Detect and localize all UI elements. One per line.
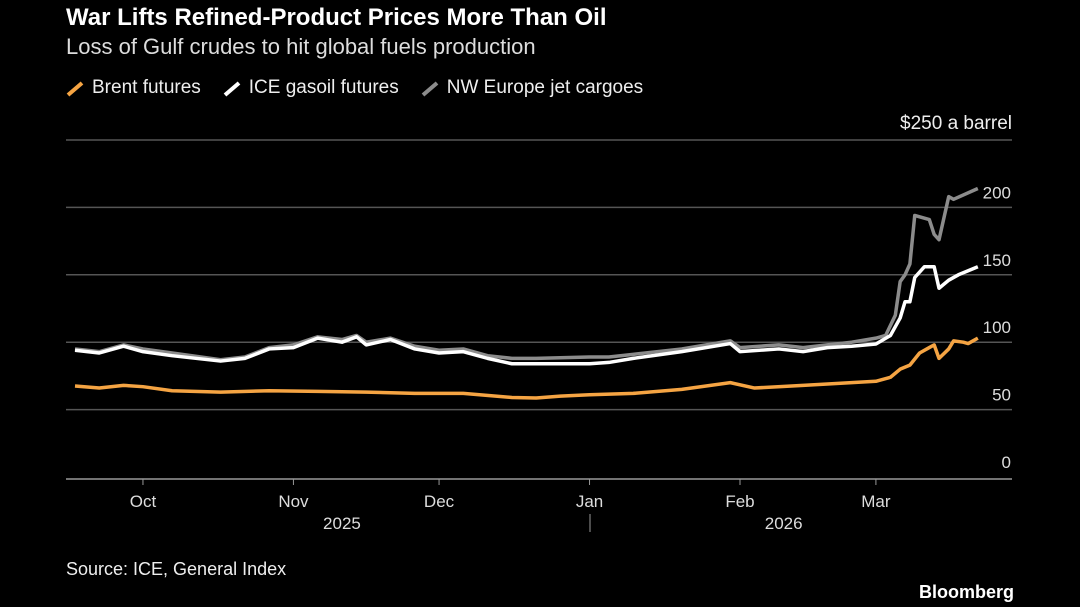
x-tick-label: Mar (861, 492, 891, 511)
legend-label: NW Europe jet cargoes (446, 77, 644, 98)
y-tick-label: 100 (983, 318, 1011, 337)
legend: Brent futures ICE gasoil futures NW Euro… (66, 77, 643, 99)
legend-swatch-gasoil (223, 81, 241, 97)
x-tick-label: Jan (576, 492, 603, 511)
bloomberg-logo: Bloomberg (918, 582, 1014, 602)
y-tick-label: 0 (1002, 453, 1011, 472)
series-line-brent-futures (74, 336, 979, 400)
source-note: Source: ICE, General Index (66, 559, 287, 579)
legend-swatch-jet (421, 81, 439, 97)
legend-label: ICE gasoil futures (248, 77, 399, 98)
y-tick-label: 50 (992, 386, 1011, 405)
x-tick-label: Nov (278, 492, 309, 511)
series-line-ice-gasoil-futures (74, 264, 979, 366)
legend-item-brent: Brent futures (66, 77, 201, 99)
y-tick-label: 200 (983, 183, 1011, 202)
year-label: 2026 (765, 514, 803, 533)
legend-item-jet: NW Europe jet cargoes (421, 77, 643, 99)
x-tick-label: Oct (130, 492, 157, 511)
x-tick-label: Feb (725, 492, 754, 511)
chart-subtitle: Loss of Gulf crudes to hit global fuels … (66, 34, 536, 59)
year-label: 2025 (323, 514, 361, 533)
legend-item-gasoil: ICE gasoil futures (223, 77, 399, 99)
y-tick-label: 150 (983, 251, 1011, 270)
y-axis-unit-label: $250 a barrel (900, 113, 1012, 134)
chart-title: War Lifts Refined-Product Prices More Th… (66, 4, 607, 31)
legend-label: Brent futures (92, 77, 201, 98)
legend-swatch-brent (66, 81, 84, 97)
x-tick-label: Dec (424, 492, 455, 511)
